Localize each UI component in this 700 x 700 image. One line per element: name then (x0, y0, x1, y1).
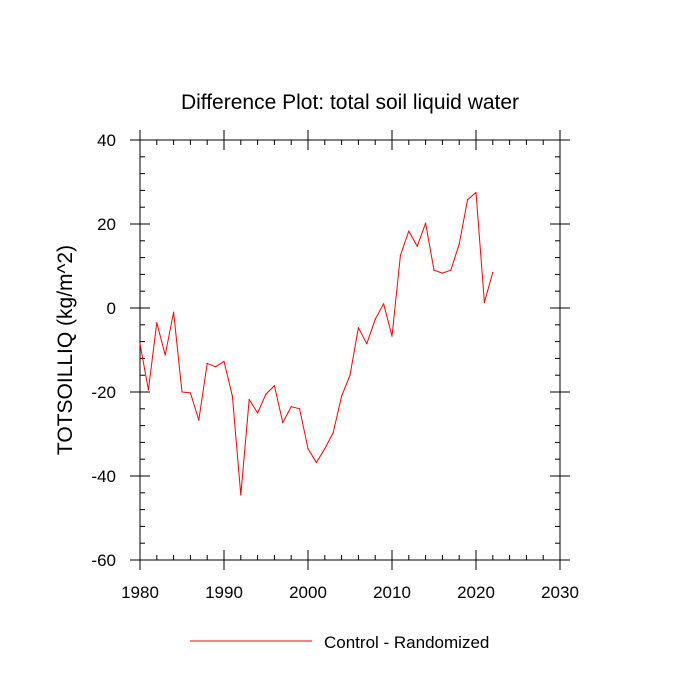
y-tick-label: -40 (91, 467, 116, 486)
x-tick-label: 1980 (121, 583, 159, 602)
data-point (483, 301, 485, 304)
data-point (173, 311, 175, 313)
y-tick-label: -20 (91, 383, 116, 402)
y-tick-label: 0 (107, 299, 116, 318)
data-point (215, 366, 217, 368)
x-tick-label: 2000 (289, 583, 327, 602)
data-point (223, 360, 225, 362)
data-point (299, 408, 301, 410)
series-line-control-randomized (139, 192, 494, 496)
data-point (156, 322, 158, 324)
x-tick-label: 1990 (205, 583, 243, 602)
data-point (450, 269, 452, 271)
y-axis-tick-labels: -60 -40 -20 0 20 40 (91, 131, 116, 570)
data-point (231, 395, 233, 397)
x-axis-tick-labels: 1980 1990 2000 2010 2020 2030 (121, 583, 579, 602)
data-point (198, 419, 200, 421)
y-tick-label: 20 (97, 215, 116, 234)
data-point (441, 272, 443, 274)
data-point (458, 243, 460, 245)
data-point (147, 389, 149, 391)
data-point (383, 303, 385, 305)
x-tick-label: 2020 (457, 583, 495, 602)
data-point (349, 374, 351, 376)
data-point (492, 271, 494, 273)
data-point (290, 406, 292, 408)
data-point (324, 448, 326, 450)
data-point (189, 392, 191, 394)
data-point (315, 461, 317, 464)
data-point (374, 318, 376, 320)
data-point (273, 385, 275, 387)
data-point (206, 362, 208, 365)
x-tick-label: 2030 (541, 583, 579, 602)
chart-title: Difference Plot: total soil liquid water (181, 91, 519, 114)
data-point (248, 398, 250, 401)
y-tick-label: 40 (97, 131, 116, 150)
y-axis-label: TOTSOILLIQ (kg/m^2) (54, 245, 77, 455)
data-point (307, 448, 309, 450)
data-point (332, 432, 334, 434)
data-point (282, 422, 284, 424)
legend-label-control-randomized: Control - Randomized (324, 633, 489, 652)
series-data-points (139, 191, 494, 496)
data-point (433, 269, 435, 271)
data-point (391, 335, 393, 337)
data-point (467, 199, 469, 201)
data-point (408, 230, 410, 232)
data-point (416, 245, 418, 247)
data-point (425, 222, 427, 224)
data-point (181, 391, 183, 393)
data-point (240, 494, 242, 496)
data-point (475, 191, 477, 194)
data-point (399, 254, 401, 257)
data-point (366, 343, 368, 345)
data-point (341, 395, 343, 397)
legend: Control - Randomized (190, 633, 489, 652)
axis-ticks (130, 130, 570, 570)
data-point (139, 343, 141, 345)
data-point (257, 412, 259, 414)
data-point (357, 327, 359, 329)
plot-frame (139, 139, 561, 561)
y-tick-label: -60 (91, 551, 116, 570)
data-point (265, 393, 267, 395)
x-tick-label: 2010 (373, 583, 411, 602)
data-point (164, 354, 166, 356)
